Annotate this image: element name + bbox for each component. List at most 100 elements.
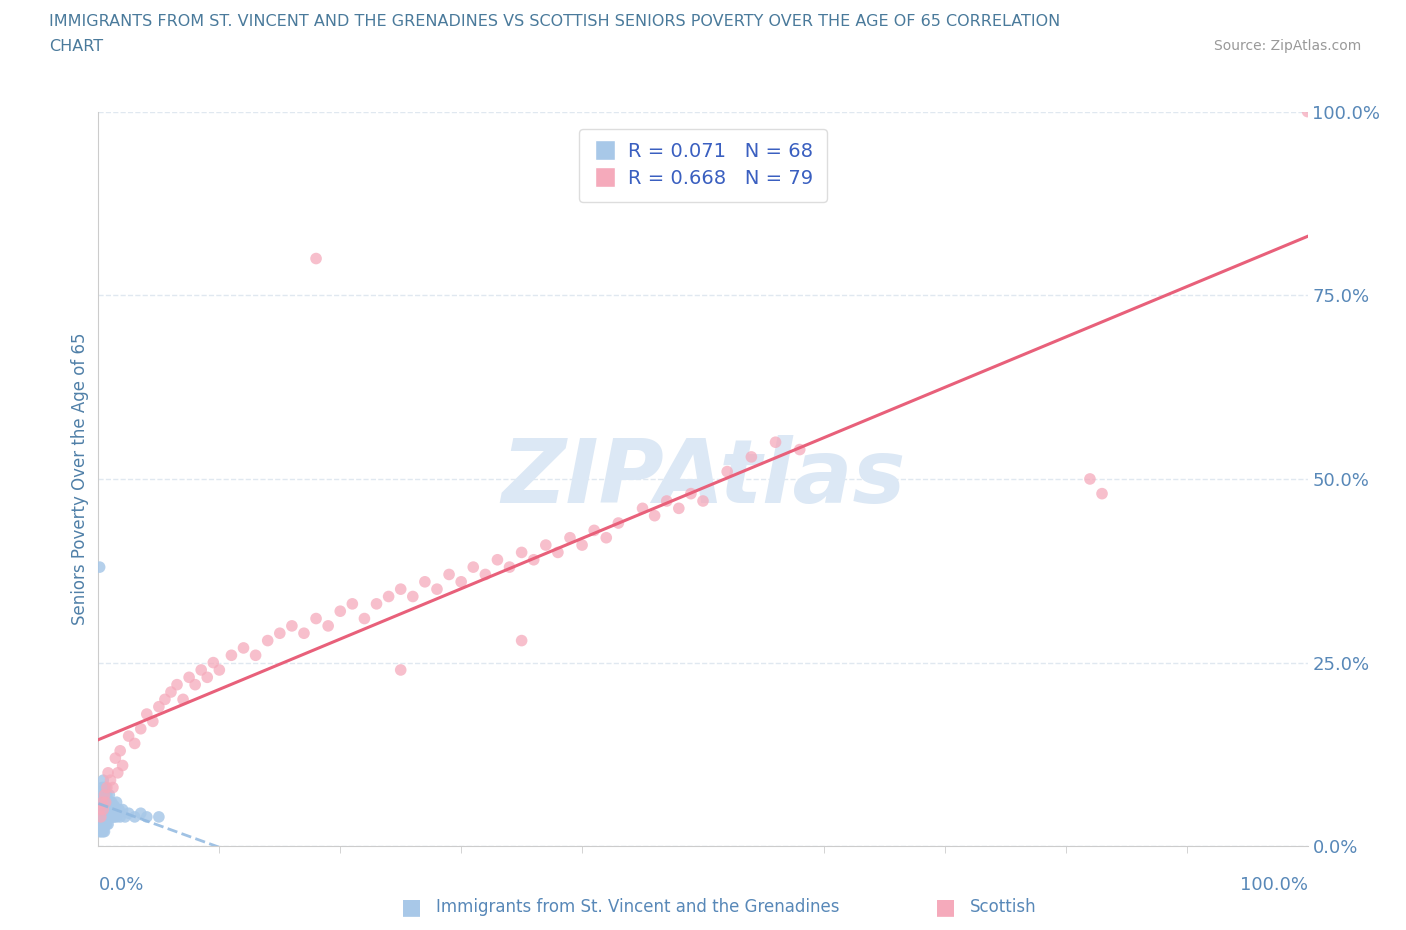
Text: ■: ■ bbox=[935, 897, 956, 917]
Point bbox=[97, 802, 120, 817]
Point bbox=[93, 780, 115, 795]
Text: Source: ZipAtlas.com: Source: ZipAtlas.com bbox=[1213, 39, 1361, 53]
Point bbox=[91, 817, 114, 831]
Point bbox=[91, 795, 114, 810]
Point bbox=[740, 449, 762, 464]
Point bbox=[692, 494, 714, 509]
Point bbox=[118, 805, 141, 820]
Point bbox=[269, 626, 291, 641]
Point bbox=[668, 501, 690, 516]
Point bbox=[89, 817, 111, 831]
Point bbox=[148, 809, 170, 824]
Point bbox=[108, 809, 131, 824]
Point bbox=[101, 809, 124, 824]
Point bbox=[474, 567, 496, 582]
Point bbox=[89, 824, 111, 839]
Point bbox=[91, 824, 114, 839]
Text: ZIPAtlas: ZIPAtlas bbox=[501, 435, 905, 523]
Point bbox=[118, 729, 141, 744]
Point bbox=[316, 618, 339, 633]
Point bbox=[179, 670, 201, 684]
Point bbox=[91, 809, 114, 824]
Point bbox=[91, 802, 114, 817]
Point bbox=[510, 633, 533, 648]
Point bbox=[389, 662, 412, 677]
Point bbox=[547, 545, 569, 560]
Point bbox=[716, 464, 738, 479]
Point bbox=[100, 802, 122, 817]
Point bbox=[91, 773, 114, 788]
Point bbox=[90, 824, 112, 839]
Point bbox=[100, 795, 122, 810]
Point bbox=[256, 633, 278, 648]
Point bbox=[195, 670, 218, 684]
Point bbox=[94, 817, 117, 831]
Point bbox=[96, 802, 118, 817]
Point bbox=[91, 817, 114, 831]
Point bbox=[402, 589, 425, 604]
Point bbox=[281, 618, 304, 633]
Point bbox=[463, 560, 485, 575]
Point bbox=[89, 802, 111, 817]
Point bbox=[98, 795, 121, 810]
Point bbox=[184, 677, 207, 692]
Point bbox=[1091, 486, 1114, 501]
Point bbox=[111, 758, 134, 773]
Point bbox=[98, 802, 121, 817]
Point bbox=[571, 538, 593, 552]
Point bbox=[498, 560, 520, 575]
Point bbox=[679, 486, 702, 501]
Point bbox=[91, 802, 114, 817]
Text: 0.0%: 0.0% bbox=[98, 876, 143, 894]
Point bbox=[292, 626, 315, 641]
Point bbox=[124, 809, 146, 824]
Point bbox=[101, 799, 124, 814]
Point bbox=[93, 788, 115, 803]
Point bbox=[96, 780, 118, 795]
Point bbox=[96, 809, 118, 824]
Point bbox=[100, 795, 122, 810]
Point bbox=[111, 802, 134, 817]
Point bbox=[96, 788, 118, 803]
Point bbox=[1296, 104, 1319, 119]
Point bbox=[100, 773, 122, 788]
Point bbox=[135, 809, 157, 824]
Point bbox=[97, 817, 120, 831]
Point bbox=[510, 545, 533, 560]
Point bbox=[160, 684, 183, 699]
Point bbox=[305, 611, 328, 626]
Point bbox=[93, 795, 115, 810]
Point bbox=[486, 552, 509, 567]
Text: 100.0%: 100.0% bbox=[1240, 876, 1308, 894]
Point bbox=[607, 515, 630, 530]
Point bbox=[101, 780, 124, 795]
Legend: R = 0.071   N = 68, R = 0.668   N = 79: R = 0.071 N = 68, R = 0.668 N = 79 bbox=[579, 128, 827, 202]
Point bbox=[148, 699, 170, 714]
Point bbox=[94, 780, 117, 795]
Point bbox=[90, 809, 112, 824]
Point bbox=[655, 494, 678, 509]
Point bbox=[221, 648, 243, 663]
Point bbox=[534, 538, 557, 552]
Point bbox=[91, 795, 114, 810]
Point bbox=[108, 743, 131, 758]
Point bbox=[129, 805, 152, 820]
Point bbox=[98, 788, 121, 803]
Point bbox=[558, 530, 581, 545]
Point bbox=[100, 809, 122, 824]
Point bbox=[1078, 472, 1101, 486]
Point bbox=[97, 809, 120, 824]
Point bbox=[108, 802, 131, 817]
Point bbox=[94, 795, 117, 810]
Point bbox=[93, 802, 115, 817]
Point bbox=[97, 765, 120, 780]
Text: CHART: CHART bbox=[49, 39, 103, 54]
Point bbox=[89, 560, 111, 575]
Point bbox=[413, 575, 436, 590]
Text: Scottish: Scottish bbox=[970, 897, 1036, 916]
Point bbox=[305, 251, 328, 266]
Point bbox=[595, 530, 617, 545]
Point bbox=[93, 824, 115, 839]
Point bbox=[91, 795, 114, 810]
Point bbox=[232, 641, 254, 656]
